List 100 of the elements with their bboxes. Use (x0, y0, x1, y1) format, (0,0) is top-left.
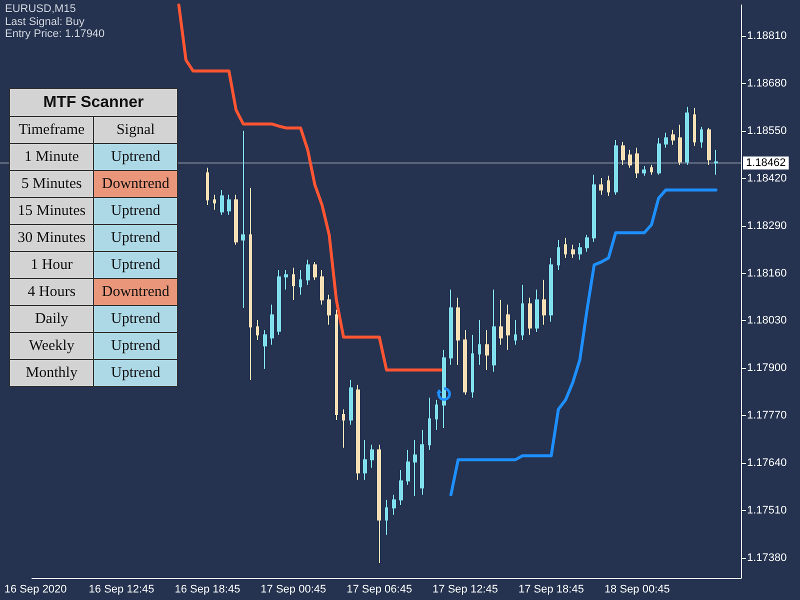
y-tick-label: 1.18420 (747, 172, 787, 184)
candlestick (635, 147, 639, 178)
category-label: Monthly (10, 360, 94, 386)
candlestick (335, 309, 338, 420)
x-tick-label: 16 Sep 2020 (4, 584, 67, 596)
candlestick (435, 399, 438, 430)
annotation: Timeframe (10, 116, 94, 144)
ref-line-label: 1.18462 (746, 157, 786, 170)
x-tick-label: 16 Sep 12:45 (88, 584, 154, 596)
annotation: EURUSD,M15 (5, 3, 77, 16)
category-label: Weekly (10, 332, 94, 360)
text: Uptrend (111, 310, 160, 326)
candlestick (614, 140, 618, 196)
candlestick (621, 141, 625, 166)
text: Uptrend (111, 230, 160, 246)
y-tick-label: 1.17900 (747, 362, 787, 374)
candlestick (599, 177, 603, 196)
candlestick (456, 297, 460, 366)
candlestick (249, 187, 252, 380)
candlestick (564, 237, 567, 258)
candlestick (363, 440, 367, 480)
candlestick (392, 494, 396, 516)
candlestick (220, 190, 224, 216)
category-label: Daily (10, 306, 94, 332)
candlestick (492, 289, 496, 372)
y-tick-label: 1.18680 (747, 77, 787, 90)
category-label: 5 Minutes (10, 170, 94, 198)
candlestick (693, 107, 696, 146)
candlestick (428, 397, 431, 450)
candlestick (306, 259, 310, 286)
y-tick-label: 1.18550 (747, 124, 787, 137)
candlestick (471, 334, 474, 398)
y-tick-label: 1.18030 (747, 314, 787, 327)
line-series (449, 188, 718, 496)
text: Uptrend (111, 256, 160, 272)
candlestick (664, 132, 668, 148)
y-tick-label: 1.17640 (747, 457, 787, 470)
candlestick (685, 106, 689, 166)
category-label: 30 Minutes (10, 224, 94, 252)
candlestick (549, 257, 553, 322)
candlestick (650, 164, 653, 176)
candlestick (571, 244, 575, 258)
candlestick (277, 269, 281, 336)
category-label: 4 Hours (10, 278, 94, 306)
candlestick (671, 129, 675, 146)
candlestick (420, 429, 424, 496)
candlestick (485, 330, 489, 370)
candlestick (714, 149, 718, 176)
candlestick (449, 289, 453, 366)
candlestick (399, 469, 403, 506)
candlestick (342, 408, 345, 448)
candlestick (256, 319, 259, 341)
y-tick-label: 1.17380 (747, 552, 787, 564)
candlestick (657, 137, 661, 176)
candlestick (377, 444, 381, 564)
candlestick (607, 175, 610, 196)
candlestick (557, 240, 560, 270)
text: MTF Scanner (10, 88, 178, 116)
y-tick-label: 1.18810 (747, 30, 787, 42)
candlestick (263, 330, 267, 370)
x-tick-label: 16 Sep 18:45 (174, 584, 240, 596)
annotation: Signal (94, 116, 178, 144)
text: Uptrend (111, 338, 160, 354)
candlestick (356, 384, 360, 480)
candlestick (327, 294, 331, 326)
candlestick (592, 174, 596, 242)
candlestick (320, 269, 324, 306)
category-label: 1 Minute (10, 144, 94, 170)
text: Downtrend (102, 284, 170, 300)
candlestick (284, 269, 288, 290)
y-tick-label: 1.18290 (747, 220, 787, 232)
candlestick (585, 234, 589, 252)
candlestick (370, 444, 374, 468)
annotation: Last Signal: Buy (5, 16, 86, 28)
candlestick (206, 167, 209, 206)
candlestick (514, 319, 517, 346)
candlestick (478, 319, 481, 366)
text: Uptrend (111, 202, 160, 218)
candlestick (578, 242, 582, 260)
category-label: 1 Hour (10, 252, 94, 278)
category-label: 15 Minutes (10, 198, 94, 224)
candlestick (270, 304, 274, 346)
candlestick (213, 194, 216, 210)
x-tick-label: 17 Sep 06:45 (346, 584, 412, 596)
text: Uptrend (111, 148, 160, 164)
y-tick-label: 1.18160 (747, 267, 787, 280)
candlestick (241, 130, 245, 308)
candlestick (406, 449, 410, 486)
x-tick-label: 17 Sep 00:45 (260, 584, 326, 596)
candlestick (506, 304, 510, 350)
x-tick-label: 17 Sep 18:45 (518, 584, 584, 596)
candlestick (678, 124, 682, 166)
candlestick (234, 194, 238, 246)
candlestick (499, 299, 503, 346)
candlestick (521, 284, 524, 341)
candlestick (535, 289, 539, 333)
candlestick (227, 194, 231, 216)
y-tick-label: 1.17770 (747, 410, 787, 422)
text: Downtrend (102, 176, 170, 192)
candlestick (299, 269, 302, 296)
